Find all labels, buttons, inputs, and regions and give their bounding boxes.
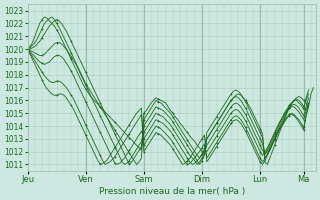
X-axis label: Pression niveau de la mer( hPa ): Pression niveau de la mer( hPa ) bbox=[99, 187, 245, 196]
